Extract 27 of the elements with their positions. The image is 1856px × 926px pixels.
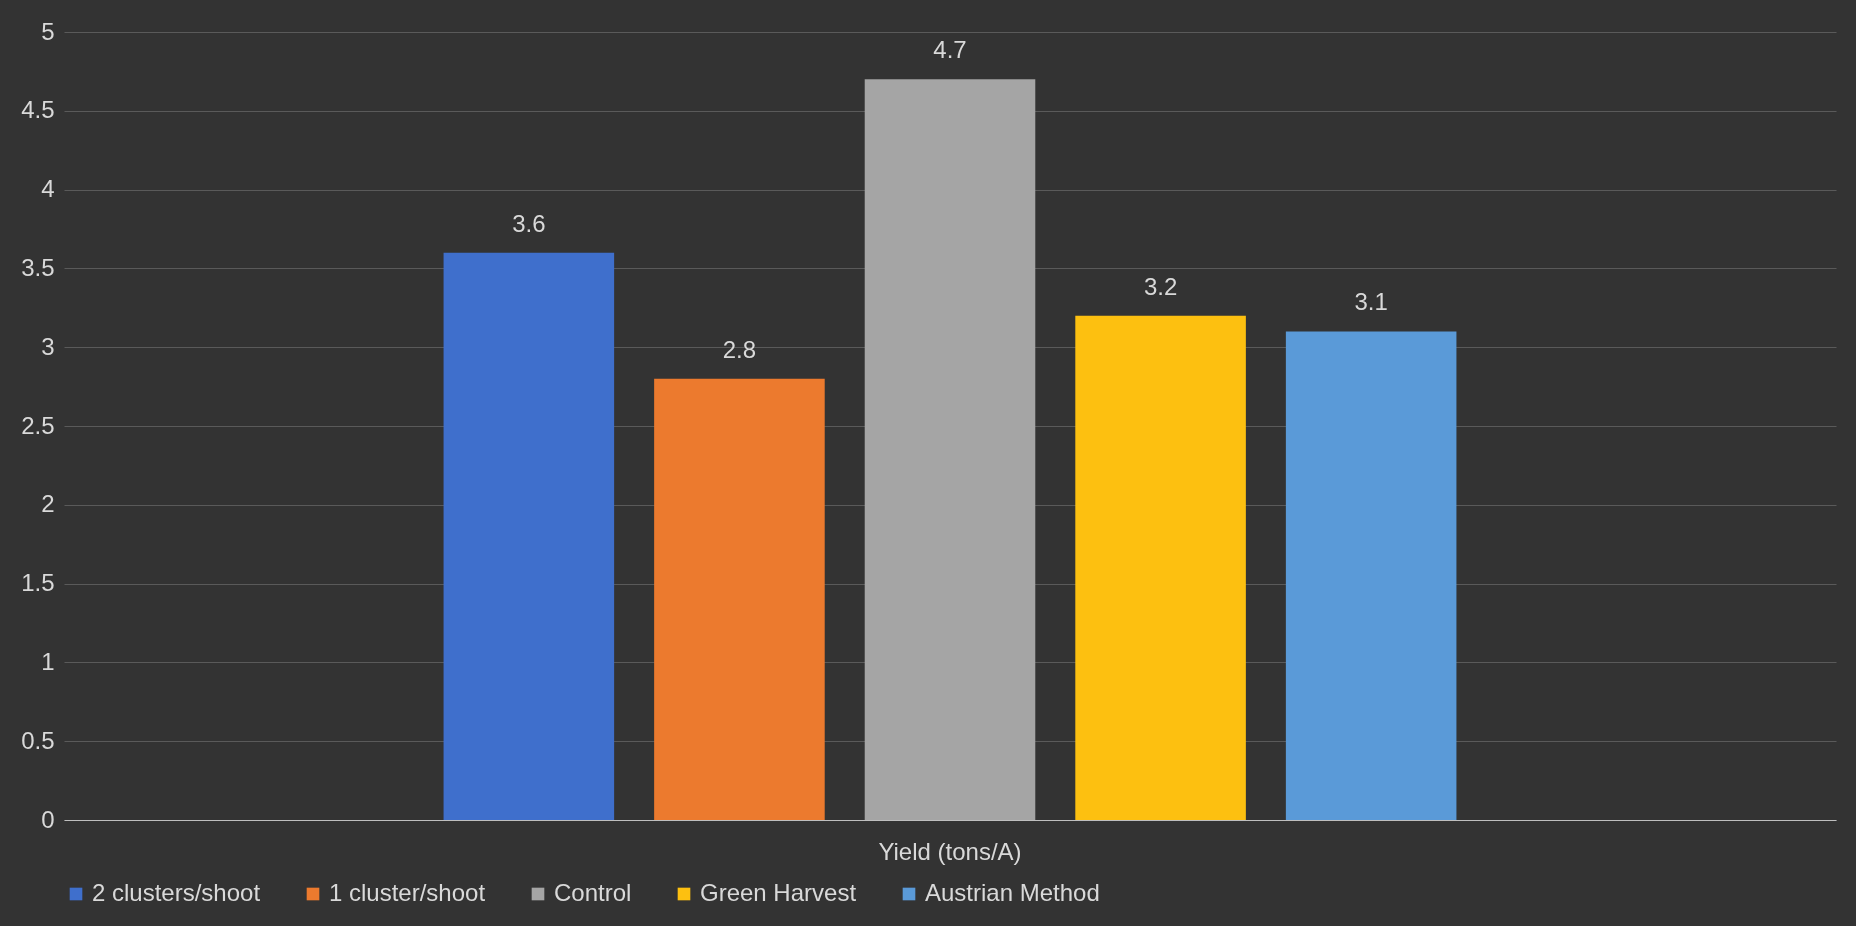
data-label: 2.8: [722, 335, 757, 363]
y-tick-label: 0: [41, 805, 55, 833]
y-tick-label: 2.5: [21, 411, 55, 439]
data-label: 3.1: [1354, 288, 1388, 316]
bar: [654, 378, 825, 820]
legend-label: Austrian Method: [925, 879, 1100, 906]
y-tick-label: 4.5: [21, 96, 55, 124]
y-tick-label: 3.5: [21, 253, 55, 281]
legend-label: 1 cluster/shoot: [329, 879, 486, 906]
data-label: 4.7: [933, 36, 967, 64]
y-tick-label: 2: [41, 490, 55, 518]
y-tick-label: 1.5: [21, 569, 55, 597]
data-label: 3.6: [512, 209, 546, 237]
legend-label: Control: [554, 879, 632, 906]
y-tick-label: 1: [41, 647, 55, 675]
y-tick-label: 4: [41, 175, 55, 203]
y-tick-label: 3: [41, 332, 55, 360]
legend-label: 2 clusters/shoot: [92, 879, 261, 906]
legend-label: Green Harvest: [700, 879, 857, 906]
bar: [443, 252, 615, 820]
y-tick-label: 5: [41, 17, 55, 45]
y-tick-label: 0.5: [21, 726, 55, 754]
x-tick-label: Yield (tons/A): [878, 837, 1022, 865]
bar: [864, 79, 1036, 820]
bar: [1285, 331, 1457, 820]
data-label: 3.2: [1143, 272, 1178, 300]
bar: [1075, 315, 1246, 820]
